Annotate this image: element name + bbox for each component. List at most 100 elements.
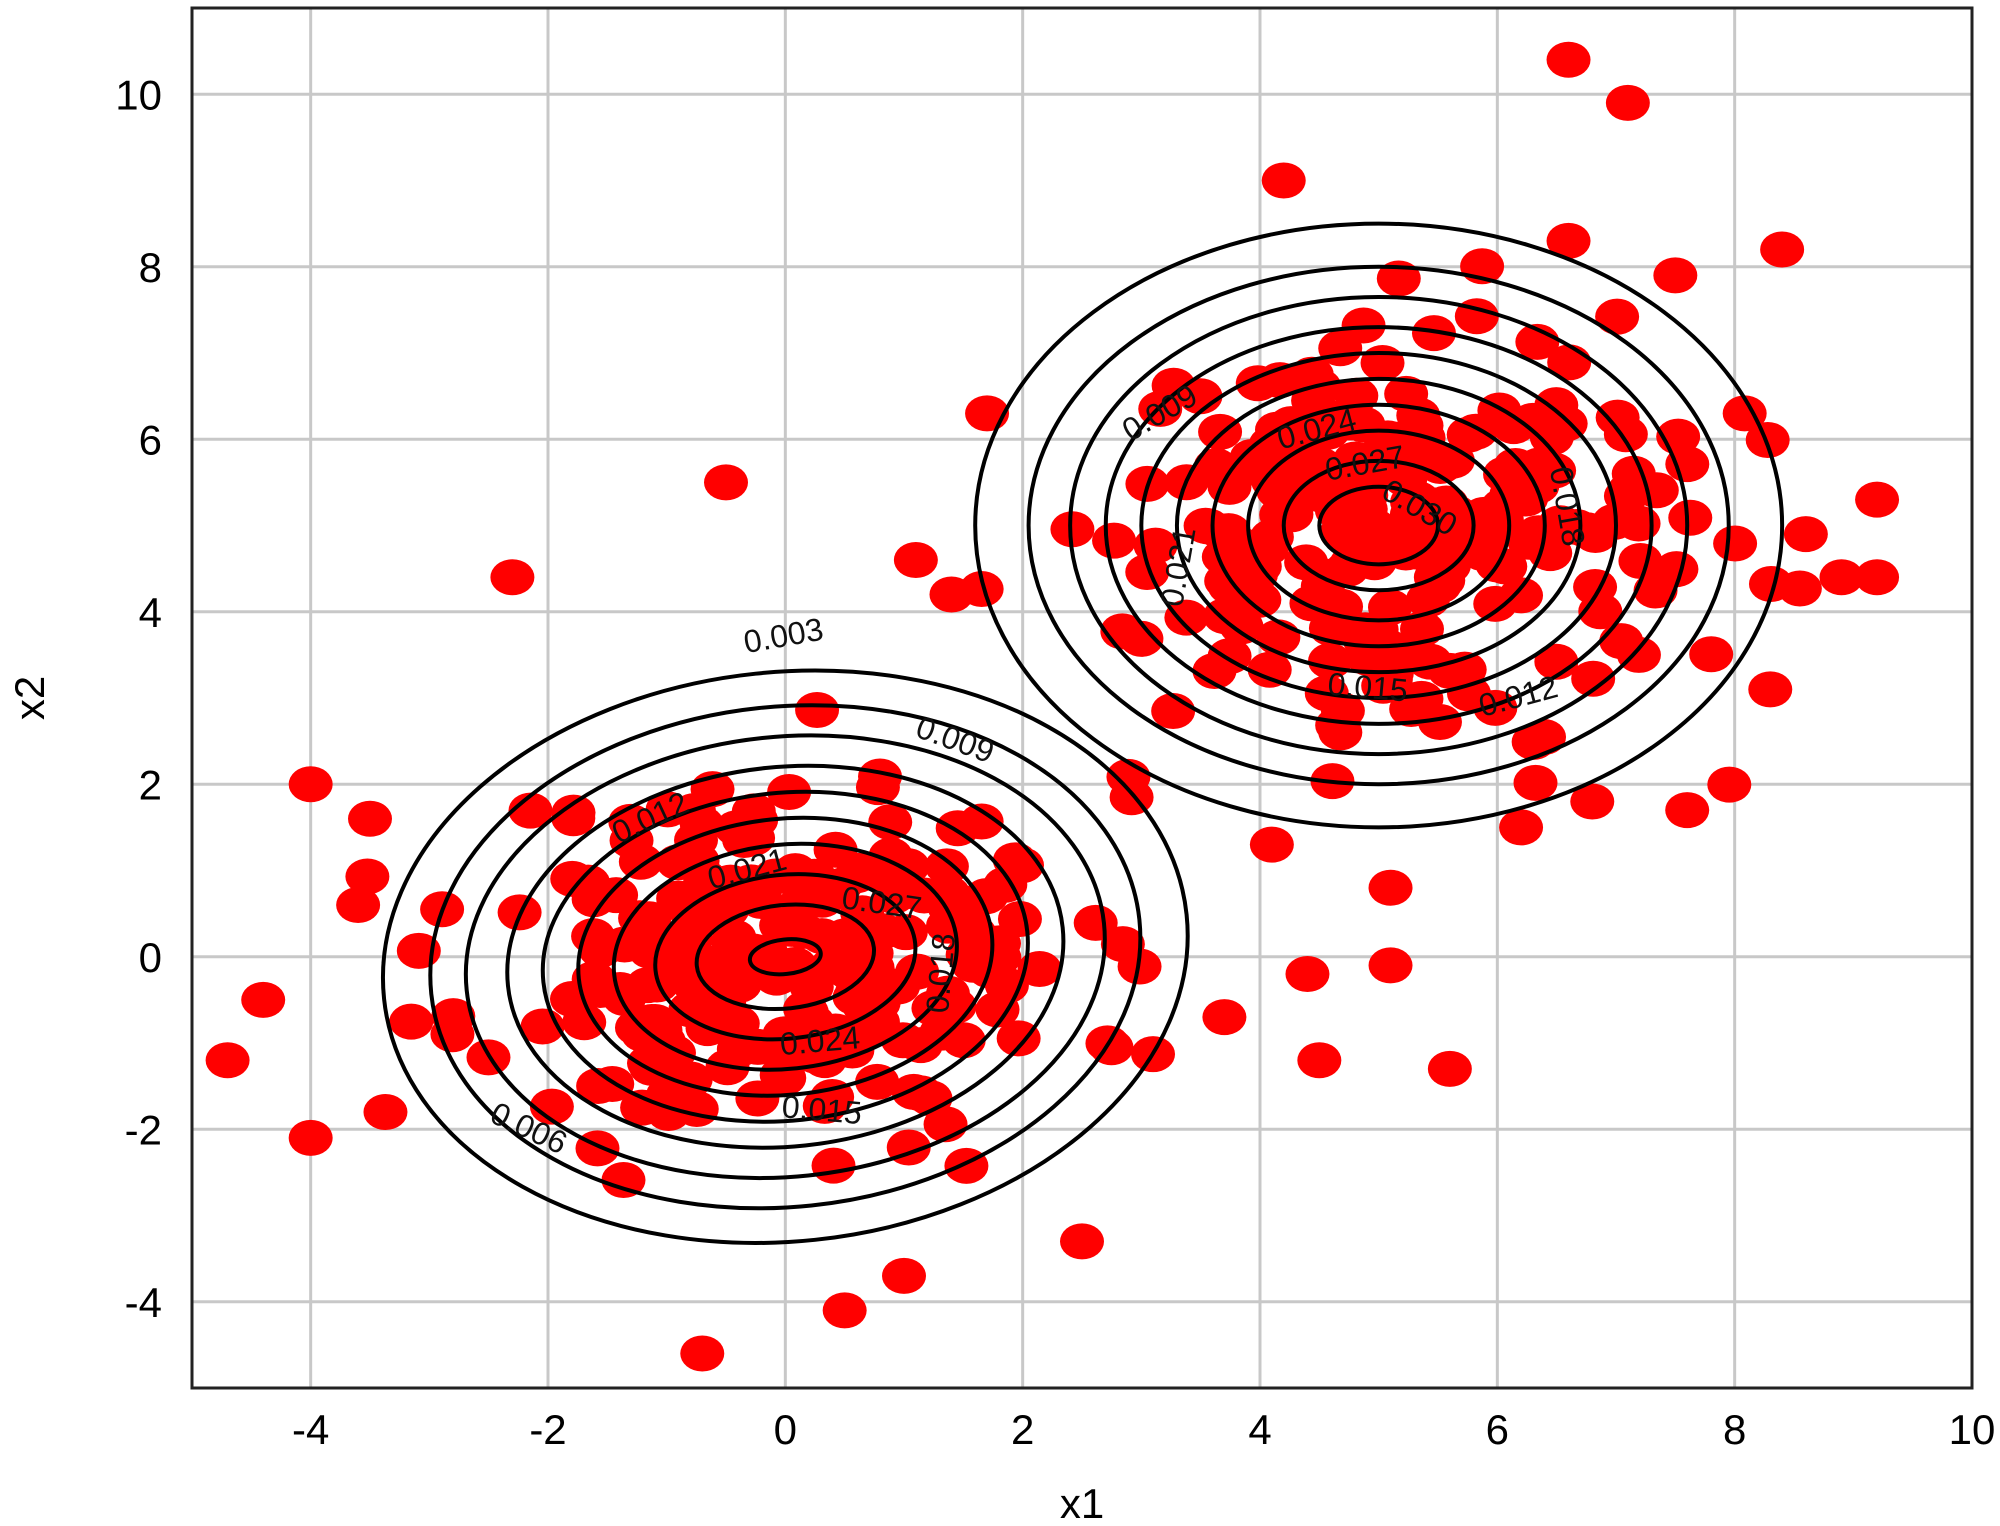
density-contours [380,221,1785,1245]
data-point [1354,611,1399,648]
data-point [902,877,947,914]
contour-line [505,763,1066,1150]
data-point [575,1130,620,1167]
data-point [977,939,1022,976]
data-point [288,766,333,803]
contour-line [1103,325,1654,726]
contour-label: 0.015 [1326,666,1409,709]
data-point [1164,599,1209,636]
plot-frame [190,6,1974,1390]
data-point [1819,559,1864,596]
data-point [1570,783,1615,820]
data-point [1256,619,1301,656]
data-point [1073,904,1118,941]
contour-label-text: 0.015 [780,1088,863,1131]
data-point [668,893,713,930]
data-point [1595,298,1640,335]
data-point [348,800,392,837]
data-point [430,1016,475,1053]
x-tick-label: 4 [1248,1406,1271,1453]
data-point [1616,636,1661,673]
data-point [1360,344,1405,381]
x-axis-label: x1 [1060,1480,1104,1526]
data-point [1192,653,1237,690]
data-point [759,1056,804,1093]
data-point [1318,330,1363,367]
data-point [975,991,1020,1028]
contour-line [653,872,918,1042]
data-point [1760,231,1805,268]
data-point [992,842,1037,879]
data-point [618,843,663,880]
data-point [1254,441,1299,478]
data-point [1653,257,1698,294]
contour-label: 0.009 [911,709,999,770]
contour-line [611,841,959,1072]
data-point [508,792,553,829]
data-point [1654,551,1699,588]
contour-label: 0.003 [741,611,826,660]
data-point [1247,651,1292,688]
contour-line [1139,351,1618,700]
data-point [363,1094,408,1131]
data-point [899,1075,944,1112]
data-point [1427,1050,1472,1087]
y-axis-label: x2 [6,676,53,720]
contour-line [973,221,1785,830]
contour-line [1210,402,1547,649]
contour-label: 0.024 [779,1019,862,1062]
data-point [1573,517,1618,554]
x-tick-label: 2 [1011,1406,1034,1453]
data-point [762,1016,807,1053]
data-point [655,941,700,978]
data-point [629,1004,674,1041]
data-point [924,848,969,885]
data-point [1499,809,1544,846]
data-point [1528,535,1573,572]
grid-lines [192,8,1974,1388]
data-point [1707,766,1752,803]
data-point [1689,636,1734,673]
data-point [802,1042,847,1079]
data-point [389,1003,434,1040]
data-point [1352,544,1397,581]
data-point [674,1091,719,1128]
data-point [1050,511,1095,548]
data-point [1546,222,1591,259]
x-tick-label: 6 [1486,1406,1509,1453]
data-point [1499,577,1544,614]
x-tick-label: 10 [1949,1406,1996,1453]
contour-label: 0.015 [780,1088,863,1131]
contour-line [380,668,1190,1245]
contour-label-text: 0.003 [741,611,826,660]
contour-line [1026,264,1731,787]
data-point [1855,481,1900,518]
data-point [1783,516,1828,553]
y-tick-label: 0 [139,934,162,981]
x-tick-label: -4 [292,1406,329,1453]
data-point [941,1022,986,1059]
y-tick-label: 10 [115,71,162,118]
data-point [1668,499,1713,536]
data-point [754,959,799,996]
x-tick-label: 8 [1723,1406,1746,1453]
data-point [795,691,840,728]
x-tick-label: -2 [529,1406,566,1453]
data-point [1665,446,1710,483]
data-point [1151,367,1196,404]
data-point [1605,84,1650,121]
contour-line [1174,376,1583,675]
data-point [1319,514,1364,551]
data-point [1420,561,1465,598]
contour-label: 0.018 [919,932,962,1015]
contour-line [694,902,877,1012]
y-tick-label: 8 [139,244,162,291]
x-tick-label: 0 [774,1406,797,1453]
data-point [1315,707,1360,744]
data-point [205,1042,250,1079]
data-point [1368,869,1413,906]
y-tick-label: 4 [139,589,162,636]
data-point [1510,402,1555,439]
data-point [1368,947,1413,984]
data-point [1546,41,1591,78]
